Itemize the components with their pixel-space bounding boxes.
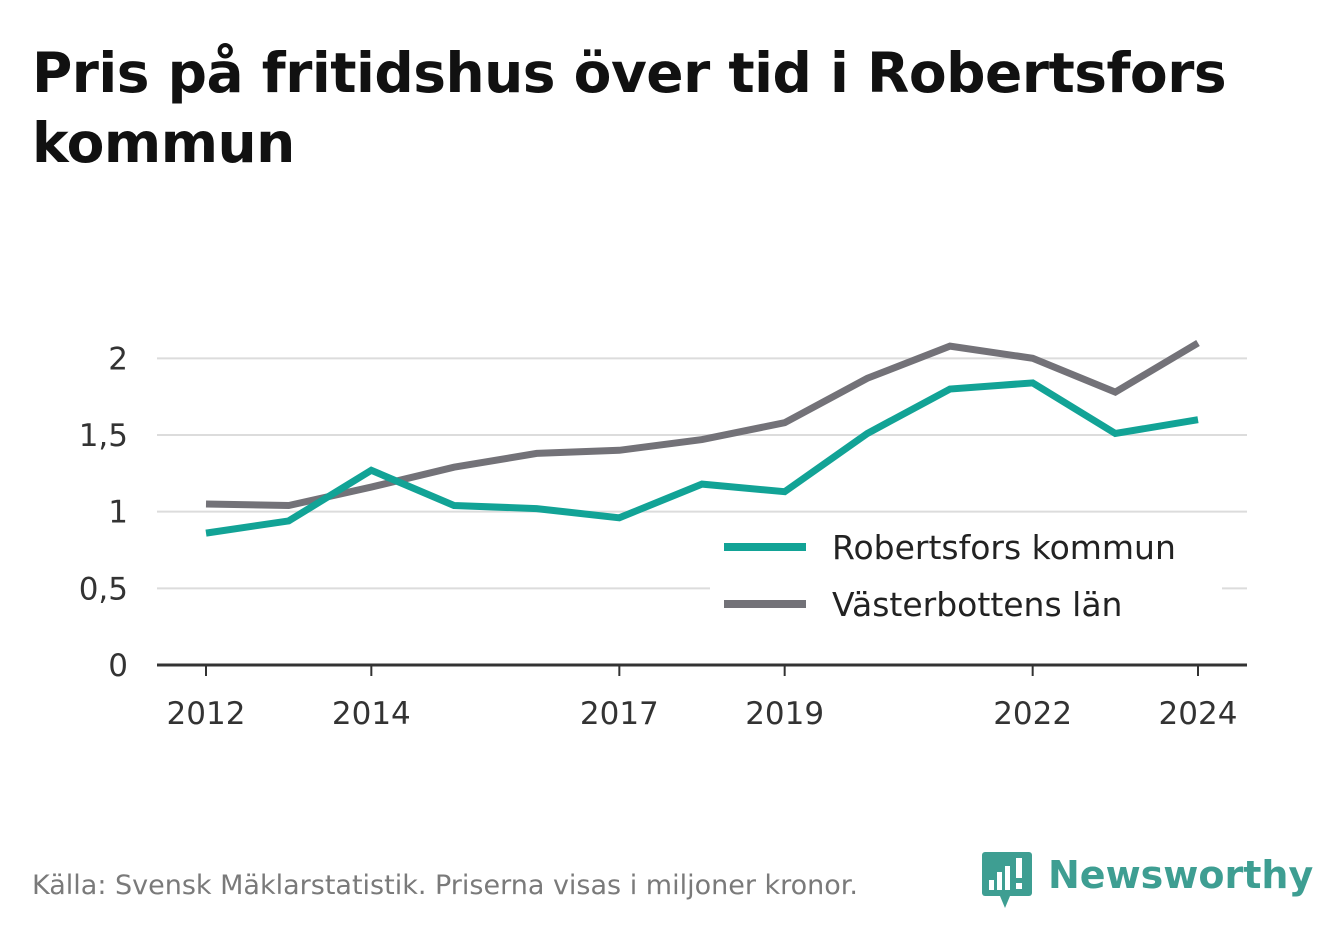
newsworthy-logo: Newsworthy	[982, 850, 1313, 912]
y-tick-label: 1	[108, 495, 128, 531]
legend-label: Västerbottens län	[832, 585, 1122, 624]
x-axis: 2012 2014 2017 2019 2022 2024	[157, 663, 1247, 732]
y-tick-label: 2	[108, 341, 128, 377]
chart-title: Pris på fritidshus över tid i Robertsfor…	[32, 41, 1227, 175]
y-tick-label: 0	[108, 648, 128, 684]
legend-label: Robertsfors kommun	[832, 528, 1176, 567]
series-lines	[205, 339, 1200, 537]
y-tick-label: 1,5	[79, 418, 128, 454]
legend: Robertsfors kommun Västerbottens län	[710, 518, 1222, 640]
series-line	[205, 339, 1200, 510]
y-tick-label: 0,5	[79, 571, 128, 607]
x-tick-label: 2014	[332, 696, 411, 732]
x-tick-label: 2019	[745, 696, 824, 732]
series-line	[205, 379, 1199, 537]
x-tick-label: 2024	[1159, 696, 1238, 732]
x-tick-label: 2017	[580, 696, 659, 732]
x-tick-label: 2012	[167, 696, 246, 732]
newsworthy-logo-icon	[982, 852, 1032, 908]
newsworthy-logo-text: Newsworthy	[1048, 853, 1314, 897]
y-axis-ticks: 0 0,5 1 1,5 2	[79, 341, 128, 684]
legend-background	[710, 518, 1222, 640]
source-note: Källa: Svensk Mäklarstatistik. Priserna …	[32, 870, 859, 901]
x-tick-label: 2022	[993, 696, 1072, 732]
